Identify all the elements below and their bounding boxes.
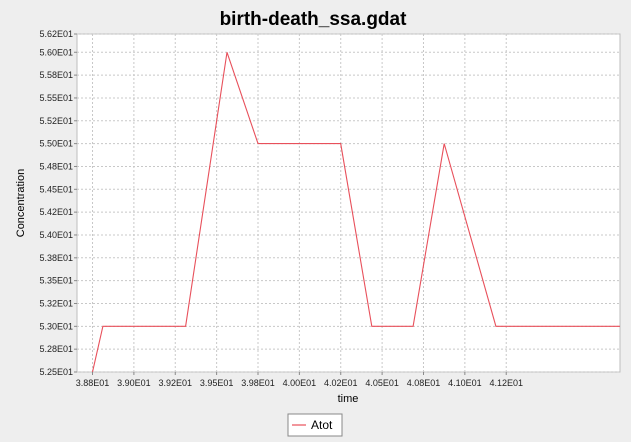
y-tick-label: 5.52E01 [39, 116, 73, 126]
legend-box [287, 413, 343, 437]
y-tick-label: 5.42E01 [39, 207, 73, 217]
x-axis-label: time [338, 393, 359, 405]
series-line-atot [91, 52, 620, 372]
x-tick-label: 3.92E01 [158, 378, 192, 388]
y-tick-label: 5.50E01 [39, 139, 73, 149]
y-tick-label: 5.30E01 [39, 321, 73, 331]
y-tick-label: 5.40E01 [39, 230, 73, 240]
x-tick-label: 4.10E01 [448, 378, 482, 388]
x-tick-label: 3.88E01 [76, 378, 110, 388]
x-tick-label: 4.08E01 [407, 378, 441, 388]
y-axis: 5.25E01 5.28E01 5.30E01 5.32E01 5.35E01 5.38E… [39, 29, 77, 377]
y-tick-label: 5.28E01 [39, 344, 73, 354]
y-tick-label: 5.48E01 [39, 161, 73, 171]
x-tick-label: 3.98E01 [241, 378, 275, 388]
y-tick-label: 5.32E01 [39, 298, 73, 308]
x-tick-label: 3.90E01 [117, 378, 151, 388]
y-tick-label: 5.45E01 [39, 184, 73, 194]
plot-area [76, 33, 621, 373]
y-tick-label: 5.55E01 [39, 93, 73, 103]
y-tick-label: 5.38E01 [39, 253, 73, 263]
x-tick-label: 4.12E01 [489, 378, 523, 388]
y-tick-label: 5.58E01 [39, 70, 73, 80]
series-layer [91, 52, 620, 372]
y-tick-label: 5.62E01 [39, 29, 73, 39]
x-axis: 3.88E01 3.90E01 3.92E01 3.95E01 3.98E01 4.00E… [76, 372, 523, 388]
y-axis-label: Concentration [15, 169, 27, 238]
legend-label-atot: Atot [311, 418, 333, 432]
y-tick-label: 5.60E01 [39, 47, 73, 57]
chart-title: birth-death_ssa.gdat [220, 9, 408, 30]
x-tick-label: 3.95E01 [200, 378, 234, 388]
legend: Atot [287, 413, 343, 437]
x-tick-label: 4.00E01 [283, 378, 317, 388]
y-tick-label: 5.35E01 [39, 276, 73, 286]
x-tick-label: 4.05E01 [365, 378, 399, 388]
x-tick-label: 4.02E01 [324, 378, 358, 388]
y-tick-label: 5.25E01 [39, 367, 73, 377]
grid [77, 33, 620, 373]
